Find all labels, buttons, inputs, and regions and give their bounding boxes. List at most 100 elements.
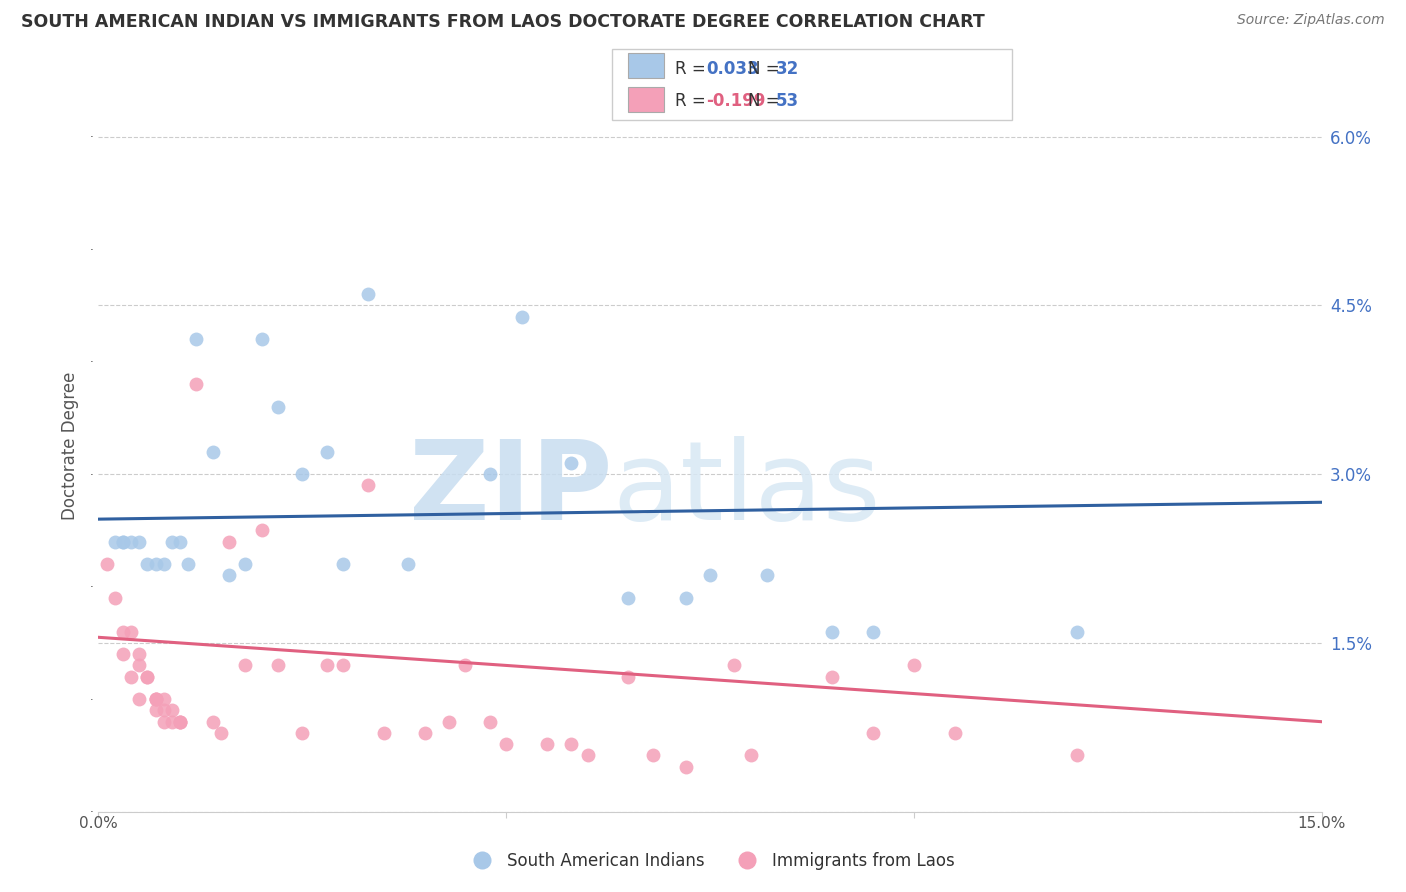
Point xyxy=(104,591,127,605)
Point xyxy=(315,444,337,458)
Point xyxy=(413,726,436,740)
Point xyxy=(495,737,517,751)
Point xyxy=(111,647,134,661)
Text: SOUTH AMERICAN INDIAN VS IMMIGRANTS FROM LAOS DOCTORATE DEGREE CORRELATION CHART: SOUTH AMERICAN INDIAN VS IMMIGRANTS FROM… xyxy=(21,13,984,31)
Text: 0.033: 0.033 xyxy=(706,60,758,78)
Text: R =: R = xyxy=(675,92,711,110)
Point xyxy=(145,557,167,571)
Point xyxy=(315,658,337,673)
Point xyxy=(641,748,664,763)
Point xyxy=(373,726,395,740)
Point xyxy=(152,714,174,729)
Point xyxy=(943,726,966,740)
Point xyxy=(128,692,150,706)
Point xyxy=(1066,748,1088,763)
Point xyxy=(250,332,273,346)
Text: 53: 53 xyxy=(776,92,799,110)
Text: atlas: atlas xyxy=(612,436,880,543)
Point xyxy=(120,624,142,639)
Text: 0.0%: 0.0% xyxy=(79,816,118,831)
Text: ZIP: ZIP xyxy=(409,436,612,543)
Point xyxy=(740,748,762,763)
Point xyxy=(1066,624,1088,639)
Point xyxy=(136,670,159,684)
Point xyxy=(396,557,419,571)
Point xyxy=(152,692,174,706)
Point xyxy=(209,726,232,740)
Point xyxy=(120,534,142,549)
Point xyxy=(128,534,150,549)
Point xyxy=(356,287,378,301)
Text: N =: N = xyxy=(748,92,785,110)
Point xyxy=(186,332,208,346)
Text: 15.0%: 15.0% xyxy=(1298,816,1346,831)
Text: -0.199: -0.199 xyxy=(706,92,765,110)
Point xyxy=(120,670,142,684)
Point xyxy=(136,670,159,684)
Point xyxy=(536,737,558,751)
Point xyxy=(145,692,167,706)
Point xyxy=(218,534,240,549)
Point xyxy=(617,670,640,684)
Point xyxy=(111,534,134,549)
Point xyxy=(128,647,150,661)
Point xyxy=(111,624,134,639)
Point xyxy=(699,568,721,582)
Point xyxy=(821,624,844,639)
Point xyxy=(152,557,174,571)
Point xyxy=(454,658,477,673)
Point xyxy=(160,534,183,549)
Y-axis label: Doctorate Degree: Doctorate Degree xyxy=(62,372,79,520)
Point xyxy=(111,534,134,549)
Text: Source: ZipAtlas.com: Source: ZipAtlas.com xyxy=(1237,13,1385,28)
Point xyxy=(233,557,256,571)
Point xyxy=(560,456,582,470)
Point xyxy=(160,703,183,717)
Point xyxy=(512,310,534,324)
Point xyxy=(218,568,240,582)
Point xyxy=(478,467,501,482)
Point xyxy=(96,557,118,571)
Point xyxy=(169,534,191,549)
Point xyxy=(576,748,599,763)
Point xyxy=(675,591,697,605)
Point xyxy=(903,658,925,673)
Point xyxy=(169,714,191,729)
Point xyxy=(160,714,183,729)
Point xyxy=(145,692,167,706)
Point xyxy=(862,726,884,740)
Point xyxy=(267,400,290,414)
Point xyxy=(152,703,174,717)
Point xyxy=(104,534,127,549)
Point xyxy=(821,670,844,684)
Point xyxy=(756,568,779,582)
Point xyxy=(332,658,354,673)
Point xyxy=(169,714,191,729)
Point xyxy=(136,557,159,571)
Point xyxy=(332,557,354,571)
Point xyxy=(291,467,314,482)
Point xyxy=(560,737,582,751)
Point xyxy=(478,714,501,729)
Text: R =: R = xyxy=(675,60,711,78)
Point xyxy=(291,726,314,740)
Point xyxy=(186,377,208,392)
Point xyxy=(437,714,460,729)
Point xyxy=(356,478,378,492)
Point xyxy=(201,714,224,729)
Point xyxy=(145,703,167,717)
Point xyxy=(675,760,697,774)
Point xyxy=(233,658,256,673)
Legend: South American Indians, Immigrants from Laos: South American Indians, Immigrants from … xyxy=(458,846,962,877)
Point xyxy=(723,658,745,673)
Point xyxy=(250,524,273,538)
Text: N =: N = xyxy=(748,60,785,78)
Point xyxy=(267,658,290,673)
Point xyxy=(862,624,884,639)
Point xyxy=(128,658,150,673)
Point xyxy=(201,444,224,458)
Text: 32: 32 xyxy=(776,60,800,78)
Point xyxy=(617,591,640,605)
Point xyxy=(145,692,167,706)
Point xyxy=(169,714,191,729)
